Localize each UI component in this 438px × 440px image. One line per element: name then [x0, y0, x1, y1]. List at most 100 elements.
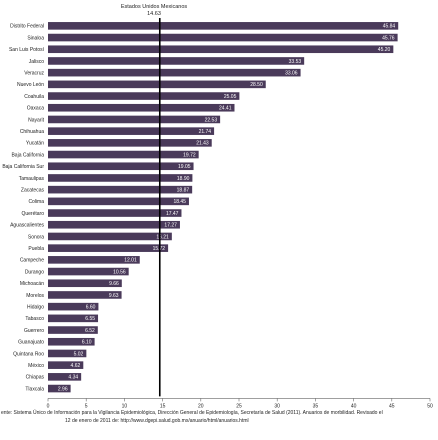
bar: [48, 361, 84, 369]
bar: [48, 92, 240, 100]
bar: [48, 103, 235, 112]
bar: [48, 115, 221, 124]
bar: [48, 185, 193, 194]
data-label: 6.60: [86, 304, 96, 310]
category-label: Aguascalientes: [10, 223, 44, 229]
bar: [48, 373, 82, 381]
bar: [48, 209, 182, 217]
category-label: Quintana Roo: [13, 351, 44, 357]
bar: [48, 279, 122, 288]
category-label: Sonora: [28, 234, 44, 240]
data-label: 21.74: [199, 129, 212, 135]
x-tick-label: 5: [85, 403, 88, 409]
x-tick-label: 20: [198, 403, 204, 409]
category-label: Guerrero: [24, 328, 44, 334]
data-label: 9.63: [109, 293, 119, 299]
bar: [48, 349, 87, 358]
data-label: 25.05: [224, 94, 237, 100]
data-label: 45.84: [383, 24, 396, 30]
bar: [48, 314, 99, 323]
reference-line-label: Estados Unidos Mexicanos: [121, 4, 188, 10]
x-tick-label: 50: [427, 403, 433, 409]
category-label: Querétaro: [21, 211, 44, 217]
bar: [48, 139, 212, 147]
bar: [48, 291, 122, 299]
data-label: 9.66: [109, 281, 119, 287]
data-label: 16.21: [156, 234, 169, 240]
x-axis-ticks-group: 0 5 10 15 20 25 30 35 40 45 50: [47, 398, 433, 409]
x-tick-label: 30: [274, 403, 280, 409]
x-tick-label: 45: [389, 403, 395, 409]
data-label: 5.02: [74, 351, 84, 357]
source-note-line-1: ente: Sistema Único de Información para …: [1, 409, 383, 416]
data-label: 4.62: [71, 363, 81, 369]
bar: [48, 162, 194, 171]
source-note: ente: Sistema Único de Información para …: [1, 409, 383, 424]
bar: [48, 384, 71, 393]
category-label: Sinaloa: [27, 35, 44, 41]
bar: [48, 33, 398, 42]
source-note-line-2: 12 de enero de 2011 de: http://www.dgepi…: [65, 418, 249, 424]
x-tick-label: 40: [351, 403, 357, 409]
bar: [48, 267, 129, 276]
category-labels-group: Distrito Federal Sinaloa San Luis Potosí Ja…: [2, 24, 44, 393]
data-label: 21.43: [196, 141, 209, 147]
bar: [48, 22, 399, 30]
category-label: Jalisco: [29, 59, 45, 65]
data-label: 2.96: [58, 386, 68, 392]
category-label: Tabasco: [25, 316, 44, 322]
category-label: Baja California: [11, 152, 44, 158]
bar: [48, 68, 301, 77]
category-label: Nuevo León: [17, 82, 44, 88]
bar: [48, 256, 140, 264]
data-label: 17.47: [166, 211, 179, 217]
data-label: 4.34: [68, 375, 78, 381]
bar: [48, 197, 189, 206]
category-label: Chiapas: [26, 375, 45, 381]
category-label: Chihuahua: [20, 129, 44, 135]
bar: [48, 45, 394, 54]
x-tick-label: 0: [47, 403, 50, 409]
data-label: 6.10: [82, 340, 92, 346]
data-label: 6.52: [85, 328, 95, 334]
category-label: Morelos: [26, 293, 44, 299]
bars-group: [48, 22, 399, 393]
data-label: 10.56: [113, 269, 126, 275]
data-label: 15.72: [153, 246, 166, 252]
bar: [48, 232, 172, 241]
data-label: 33.06: [285, 70, 298, 76]
data-label: 19.05: [178, 164, 191, 170]
x-tick-label: 15: [160, 403, 166, 409]
bar: [48, 127, 215, 135]
data-label: 22.53: [205, 117, 218, 123]
reference-line-value: 14.63: [147, 11, 161, 17]
category-label: Coahuila: [24, 94, 44, 100]
data-label: 45.20: [378, 47, 391, 53]
bar: [48, 220, 180, 229]
x-tick-label: 25: [236, 403, 242, 409]
reference-label-group: Estados Unidos Mexicanos 14.63: [121, 4, 188, 17]
category-label: Yucatán: [26, 141, 44, 147]
category-label: México: [28, 363, 44, 369]
bar: [48, 337, 95, 346]
data-label: 12.01: [124, 258, 137, 264]
data-label: 28.50: [250, 82, 263, 88]
category-label: Oaxaca: [27, 106, 44, 112]
category-label: Baja California Sur: [2, 164, 44, 170]
category-label: Durango: [25, 269, 44, 275]
bar: [48, 174, 193, 182]
category-label: Nayarit: [28, 117, 44, 123]
bar: [48, 302, 99, 311]
data-label: 45.76: [382, 35, 395, 41]
category-label: Michoacán: [20, 281, 44, 287]
category-label: Zacatecas: [21, 187, 45, 193]
category-label: Colima: [28, 199, 44, 205]
data-label: 17.27: [164, 223, 177, 229]
data-label: 6.55: [85, 316, 95, 322]
category-label: Puebla: [28, 246, 44, 252]
category-label: Tlaxcala: [25, 386, 44, 392]
data-label: 33.53: [289, 59, 302, 65]
category-label: Distrito Federal: [10, 24, 44, 30]
data-label: 18.90: [177, 176, 190, 182]
